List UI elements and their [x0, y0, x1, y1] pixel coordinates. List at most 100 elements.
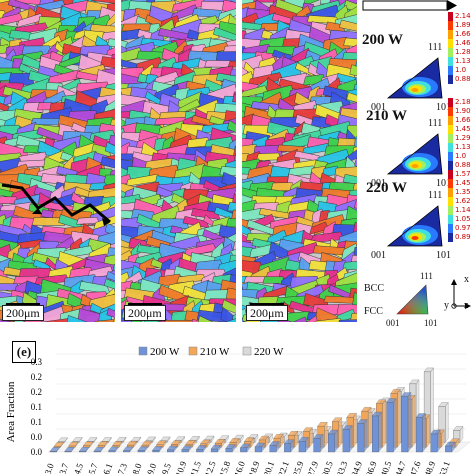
- colorbar-swatch-0-7: [448, 75, 453, 84]
- colorbar-tick-1-7: 0.88: [455, 161, 471, 169]
- x-tick-label: 7.3: [116, 462, 129, 474]
- bar: [68, 441, 79, 448]
- bar: [97, 440, 108, 448]
- bar: [93, 446, 104, 453]
- colorbar-swatch-0-3: [448, 39, 453, 48]
- x-tick-label: 3.7: [57, 462, 70, 474]
- colorbar-swatch-2-7: [448, 233, 453, 242]
- y-tick-label: 0.3: [31, 357, 43, 367]
- x-tick-label: 16.0: [232, 459, 247, 474]
- colorbar-swatch-2-3: [448, 197, 453, 206]
- legend-001: 001: [386, 318, 400, 328]
- panel-label-e: (e): [12, 341, 36, 363]
- colorbar-tick-1-1: 1.90: [455, 107, 471, 115]
- ipf-corner-101-1: 101: [436, 178, 451, 189]
- x-tick-label: 5.7: [86, 462, 99, 474]
- ipf-corner-111-2: 111: [428, 190, 443, 201]
- colorbar-tick-0-5: 1.13: [455, 57, 471, 65]
- bar: [415, 413, 426, 453]
- colorbar-tick-0-7: 0.88: [455, 75, 471, 83]
- x-tick-label: 9.5: [160, 462, 173, 474]
- area-fraction-chart: Area Fraction 0.0 0.0 0.1 0.1 0.2 0.2 0.3 200 W 2…: [5, 346, 471, 474]
- colorbar-swatch-1-2: [448, 116, 453, 125]
- crack-path-arrows: [1, 183, 111, 226]
- colorbar-swatch-1-5: [448, 143, 453, 152]
- colorbar-swatch-2-4: [448, 206, 453, 215]
- x-tick-label: 30.5: [320, 459, 335, 474]
- bar: [49, 446, 60, 453]
- y-tick-label: 0.0: [31, 432, 43, 442]
- colorbar-swatch-1-4: [448, 134, 453, 143]
- bar: [126, 440, 138, 448]
- axis-z: z: [464, 300, 469, 311]
- colorbar-swatch-2-2: [448, 188, 453, 197]
- bar: [72, 437, 83, 443]
- colorbar-swatch-2-0: [448, 170, 453, 179]
- x-tick-label: 6.1: [101, 462, 114, 474]
- colorbar-tick-0-6: 1.0: [455, 66, 467, 74]
- ebsd-map-210w: [121, 0, 236, 322]
- colorbar-swatch-1-3: [448, 125, 453, 134]
- x-tick-label: 48.9: [423, 459, 438, 474]
- x-tick-label: 9.0: [145, 462, 158, 474]
- bar: [57, 437, 68, 443]
- bar: [181, 445, 192, 453]
- y-tick-label: 0.1: [31, 417, 42, 427]
- bar: [166, 445, 178, 453]
- x-tick-label: 8.0: [130, 462, 143, 474]
- bar: [122, 446, 134, 453]
- bar: [156, 440, 167, 448]
- x-tick-label: 34.9: [349, 459, 364, 474]
- x-tick-label: 27.9: [305, 459, 320, 474]
- y-tick-label: 0.2: [31, 387, 42, 397]
- bar: [108, 446, 119, 453]
- colorbar-swatch-0-4: [448, 48, 453, 57]
- bar: [82, 441, 94, 448]
- x-tick-label: 18.9: [247, 459, 262, 474]
- ipf-triangle-2: [386, 205, 443, 247]
- y-axis-label: Area Fraction: [5, 381, 17, 442]
- x-tick-label: 10.9: [174, 459, 189, 474]
- ebsd-map-200w: [0, 0, 115, 322]
- x-tick-label: 12.5: [203, 459, 218, 474]
- ipf-color-triangle: [396, 284, 429, 315]
- ipf-corner-001-2: 001: [371, 250, 386, 261]
- x-tick-label: 33.3: [335, 459, 350, 474]
- bar: [141, 440, 152, 448]
- colorbar-swatch-0-1: [448, 21, 453, 30]
- colorbar-tick-2-4: 1.14: [455, 206, 471, 214]
- legend-swatch: [138, 346, 148, 356]
- colorbar-tick-1-5: 1.13: [455, 143, 471, 151]
- y-tick-label: 0.1: [31, 402, 42, 412]
- bar: [401, 392, 412, 453]
- colorbar-tick-1-2: 1.66: [455, 116, 471, 124]
- ipf-corner-111-0: 111: [428, 42, 443, 53]
- bar: [423, 367, 434, 443]
- legend-111: 111: [420, 271, 433, 281]
- legend-swatch: [242, 346, 252, 356]
- x-tick-label: 22.1: [276, 460, 291, 474]
- bar: [269, 440, 280, 453]
- bar: [438, 401, 449, 443]
- colorbar-tick-2-0: 1.57: [455, 170, 471, 178]
- bar: [53, 441, 64, 448]
- y-tick-label: 0.2: [31, 372, 42, 382]
- bar: [445, 441, 456, 453]
- ipf-label-0: 200 W: [362, 32, 403, 48]
- bar: [430, 429, 441, 453]
- colorbar-swatch-0-6: [448, 66, 453, 75]
- bar: [283, 439, 295, 453]
- bar: [371, 411, 383, 453]
- legend-label: 200 W: [150, 346, 180, 358]
- bcc-label: BCC: [364, 283, 385, 294]
- colorbar-tick-1-6: 1.0: [455, 152, 467, 160]
- bar: [210, 444, 221, 453]
- ipf-corner-101-0: 101: [436, 102, 451, 113]
- x-tick-label: 40.5: [379, 459, 394, 474]
- scale-bar-1: 200μm: [2, 303, 44, 321]
- bar: [78, 446, 90, 453]
- colorbar-swatch-2-1: [448, 179, 453, 188]
- ipf-triangle-0: [386, 57, 443, 99]
- x-tick-label: 36.9: [364, 459, 379, 474]
- colorbar-tick-2-6: 0.97: [455, 224, 471, 232]
